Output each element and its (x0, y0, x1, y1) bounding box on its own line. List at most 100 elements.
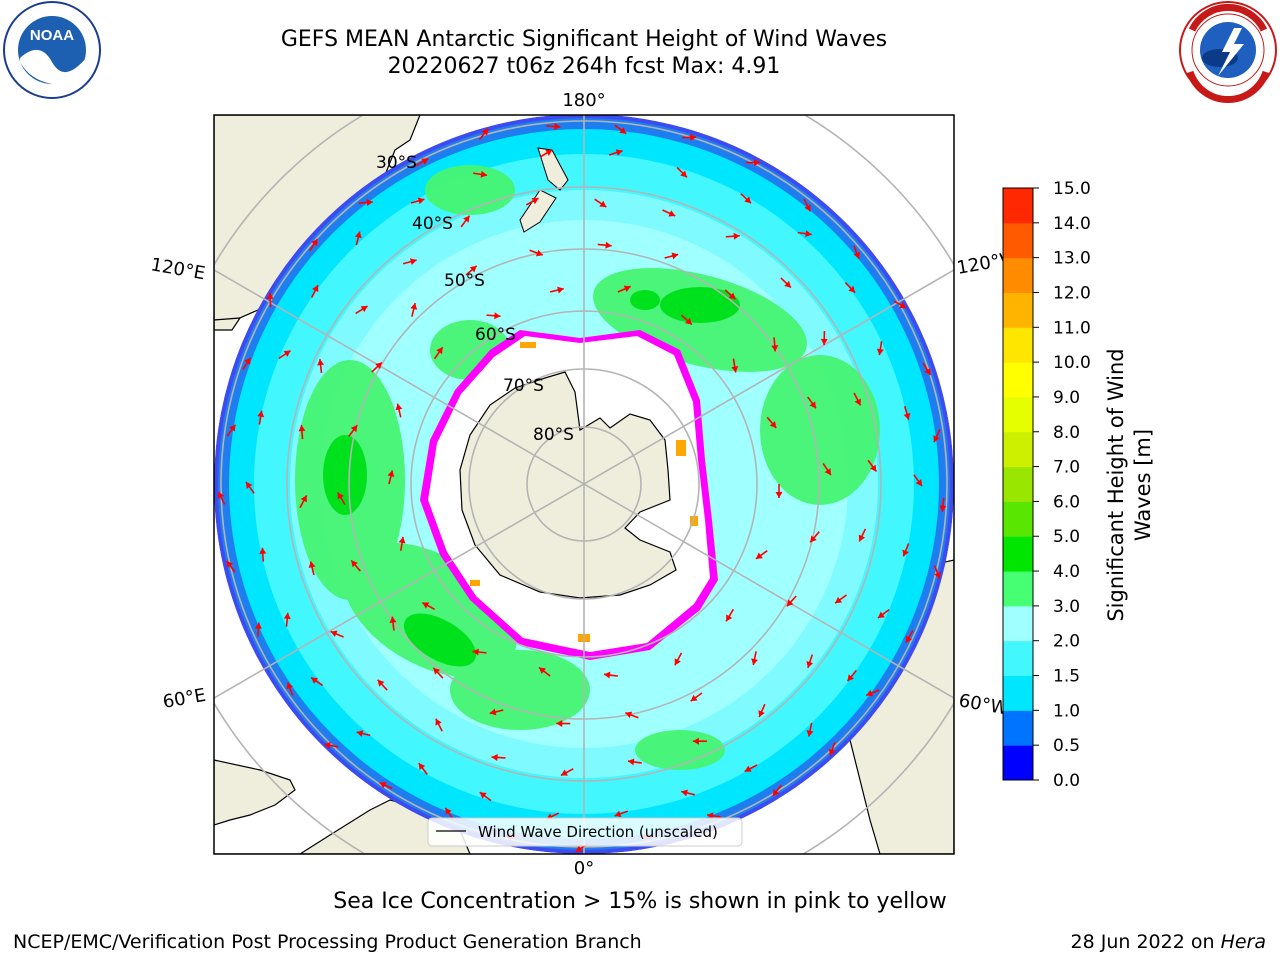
wind-wave-arrow-head (755, 552, 763, 559)
wind-wave-arrow-head (769, 421, 777, 429)
wind-wave-arrow-head (489, 708, 497, 716)
wind-wave-arrow-head (311, 239, 318, 246)
wind-wave-arrow-head (226, 560, 233, 568)
map-frame (213, 114, 955, 855)
sea-ice-note: Sea Ice Concentration > 15% is shown in … (333, 889, 947, 914)
wind-wave-arrow-head (674, 658, 681, 666)
wind-wave-arrow-head (337, 492, 344, 500)
wind-wave-arrow-head (360, 306, 368, 313)
wind-wave-arrow-head (903, 412, 911, 420)
wind-wave-arrow-head (619, 127, 627, 134)
wind-wave-arrow-head (824, 468, 831, 476)
wind-wave-arrow-head (421, 158, 429, 165)
wind-wave-arrow-head (806, 661, 814, 668)
wind-wave-arrow-head (726, 614, 733, 622)
graticule (214, 115, 954, 854)
colorbar-tick-label: 15.0 (1053, 179, 1091, 199)
wind-wave-arrow-head (599, 200, 607, 208)
map-title: GEFS MEAN Antarctic Significant Height o… (280, 27, 888, 52)
colorbar-label-line2: Waves [m] (1131, 429, 1155, 541)
wind-wave-arrow-head (835, 596, 843, 604)
lat-label-50s: 50°S (444, 271, 485, 291)
colorbar-segment (1003, 222, 1033, 259)
colorbar-tick-label: 13.0 (1053, 249, 1091, 269)
wind-wave-arrow-head (557, 286, 564, 294)
wind-wave-arrow-head (625, 711, 633, 719)
wind-wave-arrow-head (786, 599, 794, 607)
wind-wave-arrow-head (848, 285, 856, 293)
wind-wave-arrow-head (409, 258, 417, 265)
wind-wave-arrow-head (905, 635, 912, 643)
wind-wave-arrow-head (375, 362, 382, 370)
lon-label-120e: 120°E (149, 254, 207, 284)
wind-wave-arrow-head (751, 658, 758, 665)
colorbar-label-line1: Significant Height of Wind (1104, 348, 1128, 621)
colorbar-tick-label: 1.0 (1053, 701, 1080, 721)
wind-wave-arrow-head (311, 677, 319, 684)
colorbar (1002, 187, 1034, 781)
wind-wave-arrow-head (934, 571, 941, 579)
wind-wave-arrow-head (422, 602, 430, 609)
wind-wave-arrow-head (758, 710, 765, 718)
wind-wave-arrow-head (324, 741, 331, 749)
colorbar-segment (1003, 536, 1033, 572)
lat-label-70s: 70°S (503, 376, 544, 396)
wind-wave-arrow-head (298, 425, 306, 432)
wind-wave-arrow-head (312, 285, 319, 293)
colorbar-tick-label: 0.5 (1053, 736, 1080, 756)
wind-wave-arrow-head (257, 410, 265, 418)
wind-wave-arrow-head (728, 292, 736, 300)
wind-wave-arrow-head (379, 782, 387, 789)
wind-wave-arrow-head (356, 730, 364, 737)
wind-wave-arrow-head (481, 128, 489, 136)
colorbar-tick-label: 3.0 (1053, 597, 1080, 617)
colorbar-segment (1003, 466, 1033, 502)
wind-wave-arrow-head (810, 535, 817, 543)
wind-wave-arrow-head (899, 301, 907, 309)
wind-wave-arrow-head (389, 616, 397, 624)
wind-wave-arrow-head (472, 648, 479, 656)
lat-label-60s: 60°S (475, 325, 516, 345)
wind-wave-arrow-head (809, 401, 816, 409)
footer-credit: NCEP/EMC/Verification Post Processing Pr… (13, 931, 642, 953)
wind-wave-arrow-head (531, 198, 539, 205)
wind-wave-arrow-head (554, 123, 561, 131)
colorbar-tick-label: 1.5 (1053, 667, 1080, 687)
wind-wave-arrow-head (866, 689, 874, 697)
wind-wave-arrow-head (933, 435, 940, 443)
colorbar-segment (1003, 571, 1033, 607)
wind-wave-arrow-head (902, 549, 909, 557)
wind-wave-arrow-head (680, 170, 687, 178)
wind-wave-arrow-head (690, 694, 698, 702)
wind-wave-arrow-head (615, 149, 623, 156)
wind-wave-arrow-head (398, 536, 406, 544)
wind-wave-arrow-head (377, 679, 385, 687)
wind-wave-arrow-head (417, 197, 425, 205)
wind-wave-arrow-head (266, 292, 274, 300)
colorbar-segment (1003, 745, 1033, 781)
wind-wave-arrow-head (539, 667, 546, 674)
colorbar-segment (1003, 710, 1033, 746)
wind-wave-arrow-head (545, 149, 553, 156)
wind-wave-arrow-head (330, 630, 338, 638)
colorbar-segment (1003, 188, 1033, 224)
wind-wave-arrow-head (387, 470, 395, 478)
wind-wave-arrow-head (354, 231, 362, 239)
lat-label-40s: 40°S (412, 214, 453, 234)
wind-wave-arrow-head (668, 210, 676, 217)
wind-wave-arrow-head (731, 365, 739, 373)
wind-wave-arrow-head (869, 464, 877, 472)
wind-wave-arrow-head (254, 622, 262, 629)
wind-wave-arrow-head (259, 547, 267, 554)
wind-wave-arrow-head (479, 792, 487, 799)
colorbar-tick-label: 6.0 (1053, 492, 1080, 512)
wind-wave-arrow-head (244, 357, 251, 365)
wind-wave-arrow-head (436, 347, 443, 355)
wind-wave-arrow-head (435, 718, 442, 726)
wind-wave-arrow-head (858, 534, 866, 542)
colorbar-tick-label: 14.0 (1053, 214, 1091, 234)
wind-wave-arrow-head (433, 667, 441, 675)
wind-wave-arrow-head (681, 789, 688, 797)
wind-wave-arrow-head (494, 312, 501, 320)
